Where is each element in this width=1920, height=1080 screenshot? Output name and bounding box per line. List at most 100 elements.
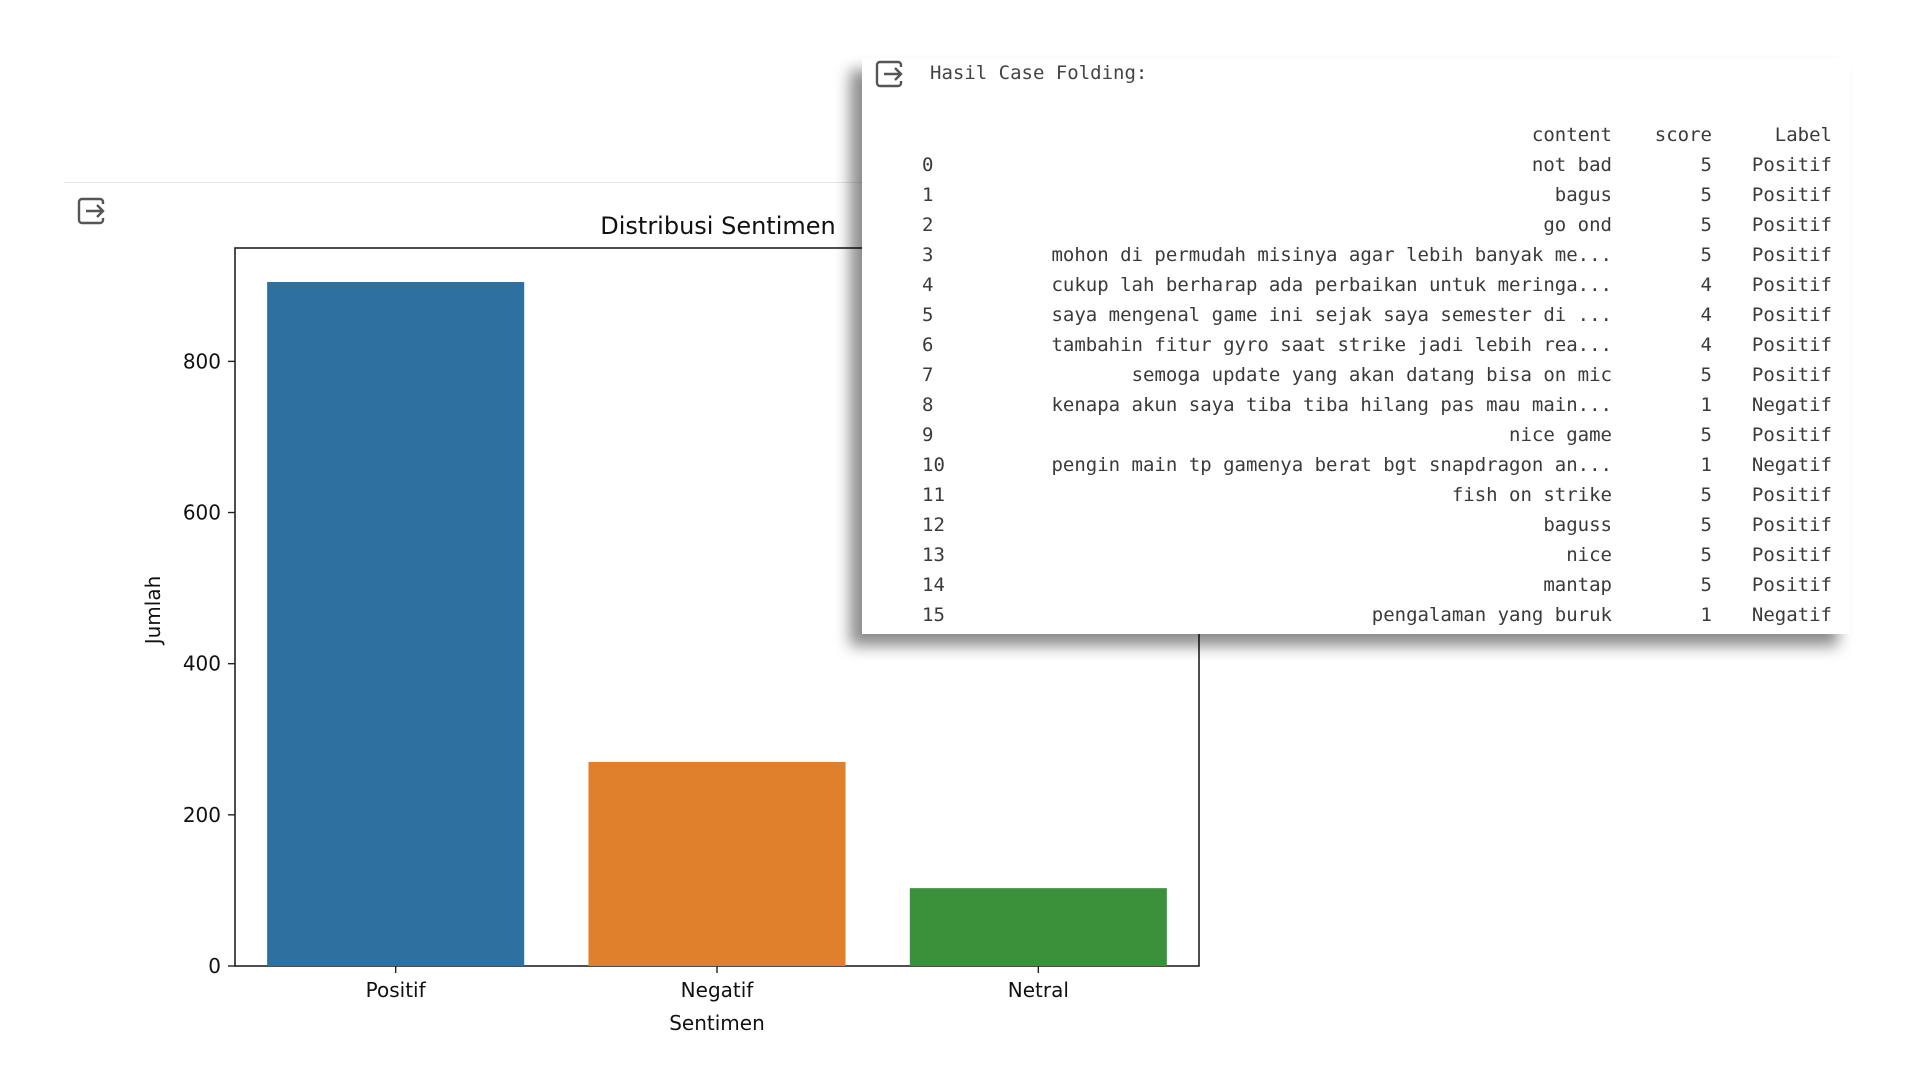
row-index: 11 — [922, 484, 945, 506]
cell-content: fish on strike — [1451, 484, 1612, 506]
cell-score: 5 — [1700, 154, 1712, 176]
cell-content: mantap — [1543, 574, 1612, 596]
table-row: 11 fish on strike 5 Positif — [922, 480, 1832, 510]
cell-score: 4 — [1700, 334, 1712, 356]
cell-score: 4 — [1700, 304, 1712, 326]
table-row: 1 bagus 5 Positif — [922, 180, 1832, 210]
row-index: 14 — [922, 574, 945, 596]
x-tick-label: Positif — [366, 978, 427, 1002]
cell-content: cukup lah berharap ada perbaikan untuk m… — [1051, 274, 1612, 296]
row-index: 15 — [922, 604, 945, 626]
table-row: 13 nice 5 Positif — [922, 540, 1832, 570]
table-row: 14 mantap 5 Positif — [922, 570, 1832, 600]
table-row: 12 baguss 5 Positif — [922, 510, 1832, 540]
bar-positif — [267, 282, 525, 967]
row-index: 5 — [922, 304, 934, 326]
cell-content: pengin main tp gamenya berat bgt snapdra… — [1051, 454, 1612, 476]
row-index: 7 — [922, 364, 934, 386]
cell-content: tambahin fitur gyro saat strike jadi leb… — [1051, 334, 1612, 356]
cell-content: mohon di permudah misinya agar lebih ban… — [1051, 244, 1612, 266]
cell-label: Positif — [1751, 244, 1832, 266]
x-tick-label: Negatif — [681, 978, 755, 1002]
cell-label: Positif — [1751, 364, 1832, 386]
row-index: 12 — [922, 514, 945, 536]
cell-content: pengalaman yang buruk — [1371, 604, 1612, 626]
cell-content: semoga update yang akan datang bisa on m… — [1131, 364, 1612, 386]
chart-title: Distribusi Sentimen — [600, 212, 836, 240]
x-tick-label: Netral — [1008, 978, 1069, 1002]
cell-label: Positif — [1751, 484, 1832, 506]
cell-score: 5 — [1700, 244, 1712, 266]
cell-label: Negatif — [1751, 454, 1832, 476]
cell-label: Positif — [1751, 544, 1832, 566]
cell-divider — [64, 182, 1234, 183]
cell-label: Positif — [1751, 514, 1832, 536]
y-tick-label: 600 — [183, 501, 221, 525]
row-index: 2 — [922, 214, 934, 236]
cell-content: baguss — [1543, 514, 1612, 536]
row-index: 3 — [922, 244, 934, 266]
cell-content: not bad — [1531, 154, 1612, 176]
column-header-score: score — [1654, 124, 1712, 146]
cell-content: bagus — [1554, 184, 1612, 206]
cell-label: Positif — [1751, 214, 1832, 236]
dataframe-table: content score Label 0 not bad 5 Positif 1 bag… — [922, 120, 1832, 630]
cell-label: Negatif — [1751, 394, 1832, 416]
table-row: 8 kenapa akun saya tiba tiba hilang pas m… — [922, 390, 1832, 420]
table-row: 0 not bad 5 Positif — [922, 150, 1832, 180]
cell-label: Positif — [1751, 574, 1832, 596]
cell-label: Positif — [1751, 304, 1832, 326]
cell-content: kenapa akun saya tiba tiba hilang pas ma… — [1051, 394, 1612, 416]
cell-score: 5 — [1700, 574, 1712, 596]
cell-content: nice — [1566, 544, 1612, 566]
table-header-row: content score Label — [922, 120, 1832, 150]
output-redirect-icon[interactable] — [874, 58, 906, 90]
row-index: 4 — [922, 274, 934, 296]
row-index: 0 — [922, 154, 934, 176]
cell-content: go ond — [1543, 214, 1612, 236]
cell-label: Negatif — [1751, 604, 1832, 626]
table-row: 3 mohon di permudah misinya agar lebih ba… — [922, 240, 1832, 270]
cell-content: saya mengenal game ini sejak saya semest… — [1051, 304, 1612, 326]
table-row: 6 tambahin fitur gyro saat strike jadi le… — [922, 330, 1832, 360]
y-tick-label: 400 — [183, 652, 221, 676]
y-tick-label: 800 — [183, 349, 221, 373]
output-heading: Hasil Case Folding: — [930, 62, 1148, 84]
table-row: 10 pengin main tp gamenya berat bgt snapd… — [922, 450, 1832, 480]
table-row: 2 go ond 5 Positif — [922, 210, 1832, 240]
cell-label: Positif — [1751, 424, 1832, 446]
row-index: 9 — [922, 424, 934, 446]
table-row: 5 saya mengenal game ini sejak saya semes… — [922, 300, 1832, 330]
cell-score: 5 — [1700, 364, 1712, 386]
cell-score: 5 — [1700, 184, 1712, 206]
y-tick-label: 200 — [183, 803, 221, 827]
cell-score: 1 — [1700, 394, 1712, 416]
table-row: 15 pengalaman yang buruk 1 Negatif — [922, 600, 1832, 630]
row-index: 8 — [922, 394, 934, 416]
table-row: 9 nice game 5 Positif — [922, 420, 1832, 450]
output-redirect-icon[interactable] — [76, 195, 108, 227]
cell-content: nice game — [1509, 424, 1612, 446]
row-index: 1 — [922, 184, 934, 206]
x-axis-label: Sentimen — [669, 1011, 765, 1035]
row-index: 10 — [922, 454, 945, 476]
y-tick-label: 0 — [208, 954, 221, 978]
row-index: 13 — [922, 544, 945, 566]
column-header-content: content — [1531, 124, 1612, 146]
cell-score: 5 — [1700, 424, 1712, 446]
cell-score: 5 — [1700, 544, 1712, 566]
cell-label: Positif — [1751, 154, 1832, 176]
dataframe-output-panel: Hasil Case Folding: content score Label … — [862, 58, 1850, 634]
cell-label: Positif — [1751, 184, 1832, 206]
table-row: 7 semoga update yang akan datang bisa on … — [922, 360, 1832, 390]
cell-score: 4 — [1700, 274, 1712, 296]
cell-score: 5 — [1700, 514, 1712, 536]
row-index: 6 — [922, 334, 934, 356]
cell-score: 5 — [1700, 484, 1712, 506]
cell-score: 1 — [1700, 454, 1712, 476]
cell-label: Positif — [1751, 274, 1832, 296]
column-header-label: Label — [1774, 124, 1832, 146]
table-row: 4 cukup lah berharap ada perbaikan untuk … — [922, 270, 1832, 300]
cell-score: 5 — [1700, 214, 1712, 236]
